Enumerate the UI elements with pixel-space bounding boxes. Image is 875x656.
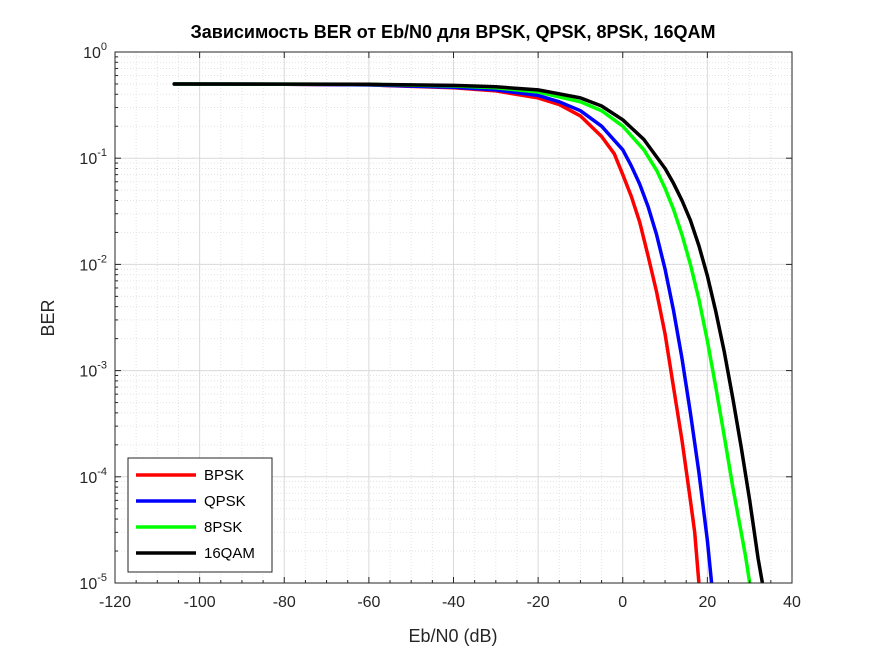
y-tick-label: 10-2 bbox=[79, 253, 107, 274]
x-tick-label: -80 bbox=[273, 594, 296, 611]
y-tick-label: 10-5 bbox=[79, 572, 107, 593]
x-tick-label: 20 bbox=[698, 594, 716, 611]
y-tick-label: 10-1 bbox=[79, 147, 107, 168]
series-line-16qam bbox=[172, 82, 765, 583]
y-tick-labels: 100 10-1 10-2 10-3 10-4 10-5 bbox=[79, 41, 107, 593]
y-tick-label: 10-4 bbox=[79, 466, 107, 487]
x-tick-label: -20 bbox=[527, 594, 550, 611]
x-axis-label: Eb/N0 (dB) bbox=[408, 626, 497, 646]
x-tick-label: -120 bbox=[99, 594, 131, 611]
legend: BPSK QPSK 8PSK 16QAM bbox=[127, 457, 273, 573]
x-tick-label: 40 bbox=[783, 594, 801, 611]
x-tick-label: -100 bbox=[184, 594, 216, 611]
series-layer bbox=[172, 82, 765, 583]
legend-label-qpsk: QPSK bbox=[204, 493, 246, 510]
y-axis-label: BER bbox=[38, 299, 58, 336]
y-tick-label: 10-3 bbox=[79, 360, 107, 381]
legend-label-bpsk: BPSK bbox=[204, 467, 244, 484]
legend-items: BPSK QPSK 8PSK 16QAM bbox=[136, 467, 255, 562]
legend-label-16qam: 16QAM bbox=[204, 545, 255, 562]
x-tick-label: -60 bbox=[357, 594, 380, 611]
x-tick-label: -40 bbox=[442, 594, 465, 611]
x-tick-labels: -120 -100 -80 -60 -40 -20 0 20 40 bbox=[99, 594, 801, 611]
minor-grid bbox=[115, 52, 792, 583]
legend-label-8psk: 8PSK bbox=[204, 519, 242, 536]
y-tick-label: 100 bbox=[83, 41, 107, 62]
chart-title: Зависимость BER от Eb/N0 для BPSK, QPSK,… bbox=[190, 22, 715, 42]
x-tick-label: 0 bbox=[618, 594, 627, 611]
tick-marks bbox=[114, 51, 793, 584]
